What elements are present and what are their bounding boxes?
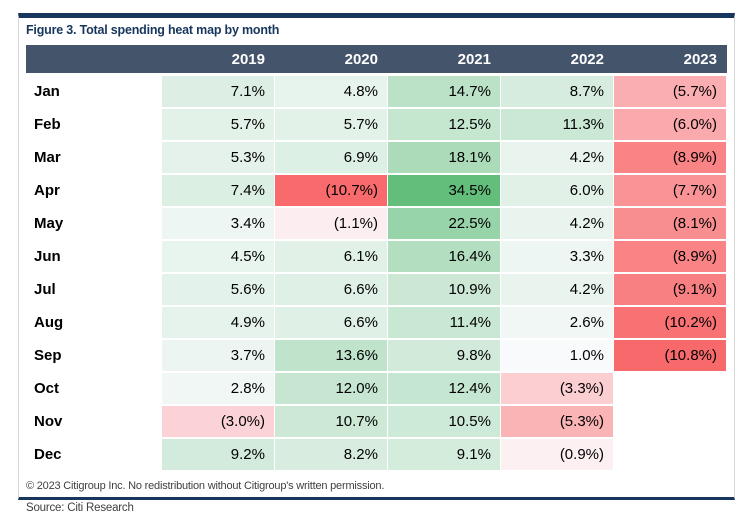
heatmap-cell: 6.9% <box>275 142 388 175</box>
heatmap-cell: 7.4% <box>162 175 275 208</box>
heatmap-row-jun: Jun 4.5% 6.1% 16.4% 3.3% (8.9%) <box>26 241 727 274</box>
heatmap-cell: 4.2% <box>501 274 614 307</box>
month-label: Nov <box>26 406 162 439</box>
heatmap-cell: (10.7%) <box>275 175 388 208</box>
heatmap-row-jan: Jan 7.1% 4.8% 14.7% 8.7% (5.7%) <box>26 76 727 109</box>
month-label: Apr <box>26 175 162 208</box>
heatmap-cell: 13.6% <box>275 340 388 373</box>
heatmap-cell <box>614 373 727 406</box>
heatmap-row-sep: Sep 3.7% 13.6% 9.8% 1.0% (10.8%) <box>26 340 727 373</box>
heatmap-cell <box>614 439 727 472</box>
heatmap-cell: 10.9% <box>388 274 501 307</box>
month-label: May <box>26 208 162 241</box>
heatmap-cell: 14.7% <box>388 76 501 109</box>
heatmap-cell: (6.0%) <box>614 109 727 142</box>
heatmap-cell: 6.6% <box>275 274 388 307</box>
heatmap-cell: (5.7%) <box>614 76 727 109</box>
month-label: Oct <box>26 373 162 406</box>
heatmap-cell: 12.4% <box>388 373 501 406</box>
month-label: Jun <box>26 241 162 274</box>
figure-title: Figure 3. Total spending heat map by mon… <box>26 23 280 37</box>
heatmap-cell: 4.8% <box>275 76 388 109</box>
heatmap-cell: 5.7% <box>275 109 388 142</box>
heatmap-cell: (8.9%) <box>614 241 727 274</box>
heatmap-cell: 4.2% <box>501 208 614 241</box>
heatmap-cell: 4.5% <box>162 241 275 274</box>
heatmap-cell: 4.2% <box>501 142 614 175</box>
header-corner-cell <box>26 45 162 76</box>
heatmap-cell: 8.2% <box>275 439 388 472</box>
heatmap-cell: 10.7% <box>275 406 388 439</box>
heatmap-row-jul: Jul 5.6% 6.6% 10.9% 4.2% (9.1%) <box>26 274 727 307</box>
month-label: Mar <box>26 142 162 175</box>
heatmap-cell: 3.4% <box>162 208 275 241</box>
heatmap-cell: 5.7% <box>162 109 275 142</box>
month-label: Jan <box>26 76 162 109</box>
month-label: Jul <box>26 274 162 307</box>
heatmap-cell: 18.1% <box>388 142 501 175</box>
heatmap-cell: 6.6% <box>275 307 388 340</box>
heatmap-cell: 9.2% <box>162 439 275 472</box>
heatmap-cell: 9.8% <box>388 340 501 373</box>
figure-frame: Figure 3. Total spending heat map by mon… <box>18 13 735 514</box>
heatmap-cell: 3.7% <box>162 340 275 373</box>
heatmap-cell: (8.1%) <box>614 208 727 241</box>
year-header-2022: 2022 <box>501 45 614 76</box>
heatmap-cell: 8.7% <box>501 76 614 109</box>
heatmap-row-feb: Feb 5.7% 5.7% 12.5% 11.3% (6.0%) <box>26 109 727 142</box>
heatmap-cell: 16.4% <box>388 241 501 274</box>
heatmap-cell: 12.5% <box>388 109 501 142</box>
heatmap-row-apr: Apr 7.4% (10.7%) 34.5% 6.0% (7.7%) <box>26 175 727 208</box>
heatmap-body: Jan 7.1% 4.8% 14.7% 8.7% (5.7%) Feb 5.7% 5.7% 12.… <box>26 76 727 472</box>
heatmap-row-dec: Dec 9.2% 8.2% 9.1% (0.9%) <box>26 439 727 472</box>
heatmap-cell: 12.0% <box>275 373 388 406</box>
heatmap-cell: 2.6% <box>501 307 614 340</box>
heatmap-cell: 3.3% <box>501 241 614 274</box>
heatmap-cell: 11.4% <box>388 307 501 340</box>
heatmap-header: 2019 2020 2021 2022 2023 <box>26 45 727 76</box>
heatmap-cell: (9.1%) <box>614 274 727 307</box>
year-header-2023: 2023 <box>614 45 727 76</box>
heatmap-cell: 11.3% <box>501 109 614 142</box>
heatmap-row-may: May 3.4% (1.1%) 22.5% 4.2% (8.1%) <box>26 208 727 241</box>
copyright-note: © 2023 Citigroup Inc. No redistribution … <box>26 480 385 492</box>
heatmap-row-nov: Nov (3.0%) 10.7% 10.5% (5.3%) <box>26 406 727 439</box>
heatmap-cell: (10.2%) <box>614 307 727 340</box>
heatmap-row-mar: Mar 5.3% 6.9% 18.1% 4.2% (8.9%) <box>26 142 727 175</box>
heatmap-cell: 6.1% <box>275 241 388 274</box>
month-label: Dec <box>26 439 162 472</box>
heatmap-cell: (0.9%) <box>501 439 614 472</box>
year-header-2019: 2019 <box>162 45 275 76</box>
heatmap-cell: (1.1%) <box>275 208 388 241</box>
heatmap-cell <box>614 406 727 439</box>
heatmap-cell: 9.1% <box>388 439 501 472</box>
heatmap-cell: (3.3%) <box>501 373 614 406</box>
heatmap-cell: (10.8%) <box>614 340 727 373</box>
year-header-row: 2019 2020 2021 2022 2023 <box>26 45 727 76</box>
year-header-2020: 2020 <box>275 45 388 76</box>
heatmap-cell: (3.0%) <box>162 406 275 439</box>
heatmap-row-oct: Oct 2.8% 12.0% 12.4% (3.3%) <box>26 373 727 406</box>
heatmap-cell: 34.5% <box>388 175 501 208</box>
heatmap-cell: 6.0% <box>501 175 614 208</box>
heatmap-cell: (8.9%) <box>614 142 727 175</box>
heatmap-cell: 2.8% <box>162 373 275 406</box>
source-note: Source: Citi Research <box>26 502 134 514</box>
heatmap-row-aug: Aug 4.9% 6.6% 11.4% 2.6% (10.2%) <box>26 307 727 340</box>
heatmap-cell: 5.6% <box>162 274 275 307</box>
heatmap-cell: 10.5% <box>388 406 501 439</box>
heatmap-cell: 1.0% <box>501 340 614 373</box>
year-header-2021: 2021 <box>388 45 501 76</box>
heatmap-cell: 22.5% <box>388 208 501 241</box>
heatmap-cell: (5.3%) <box>501 406 614 439</box>
month-label: Feb <box>26 109 162 142</box>
month-label: Aug <box>26 307 162 340</box>
heatmap-cell: 5.3% <box>162 142 275 175</box>
heatmap-cell: 4.9% <box>162 307 275 340</box>
spending-heatmap-table: 2019 2020 2021 2022 2023 Jan 7.1% 4.8% 14.7% 8.7… <box>26 45 727 472</box>
heatmap-cell: (7.7%) <box>614 175 727 208</box>
month-label: Sep <box>26 340 162 373</box>
heatmap-cell: 7.1% <box>162 76 275 109</box>
